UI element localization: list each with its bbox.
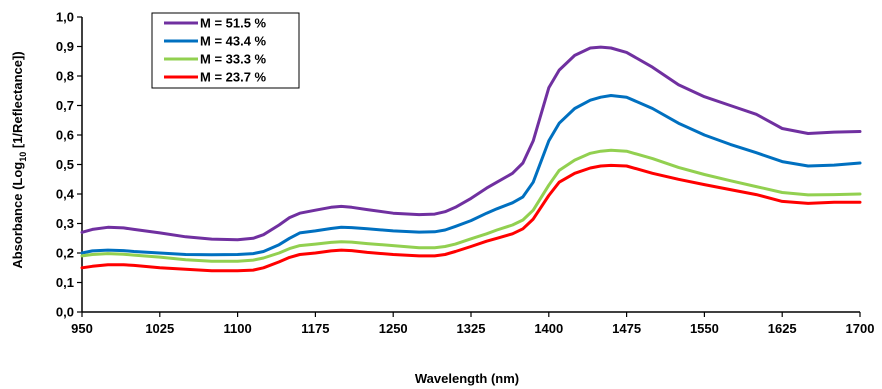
x-tick-label: 1100: [223, 321, 251, 336]
y-tick-label: 0,7: [56, 98, 74, 113]
legend-items: M = 51.5 % M = 43.4 % M = 33.3 % M = 23.7 %: [164, 16, 267, 85]
x-tick-label: 1700: [846, 321, 875, 336]
series-lines: [80, 45, 862, 273]
y-axis-title: Absorbance (Log10 [1/Reflectance]): [10, 51, 28, 268]
x-tick-label: 950: [71, 321, 93, 336]
y-tick-label: 1,0: [56, 10, 74, 25]
legend-label-1: M = 51.5 %: [200, 16, 267, 31]
y-tick-label: 0,1: [56, 275, 74, 290]
legend-label-2: M = 43.4 %: [200, 34, 267, 49]
y-tick-label: 0,8: [56, 69, 74, 84]
y-tick-label: 0,0: [56, 305, 74, 320]
y-tick-label: 0,4: [56, 187, 75, 202]
y-tick-label: 0,6: [56, 128, 74, 143]
x-ticks: 950 1025 1100 1175 1250 1325 1400 1475 1550 1625 1…: [71, 312, 874, 336]
y-tick-label: 0,5: [56, 157, 74, 172]
legend-label-4: M = 23.7 %: [200, 70, 267, 85]
x-tick-label: 1400: [534, 321, 563, 336]
x-tick-label: 1025: [145, 321, 174, 336]
y-tick-label: 0,2: [56, 246, 74, 261]
series-line-2: [80, 94, 862, 257]
x-tick-label: 1550: [690, 321, 719, 336]
y-tick-label: 0,3: [56, 216, 74, 231]
x-tick-label: 1250: [379, 321, 408, 336]
x-tick-label: 1325: [457, 321, 486, 336]
x-tick-label: 1475: [612, 321, 641, 336]
legend-label-3: M = 33.3 %: [200, 52, 267, 67]
series-line-4: [80, 163, 862, 273]
series-line-1: [80, 45, 862, 242]
x-axis-title: Wavelength (nm): [415, 371, 519, 386]
y-ticks: 0,0 0,1 0,2 0,3 0,4 0,5 0,6 0,7 0,8 0,9 1,0: [56, 10, 82, 320]
x-tick-label: 1625: [768, 321, 797, 336]
y-tick-label: 0,9: [56, 39, 74, 54]
legend: M = 51.5 % M = 43.4 % M = 33.3 % M = 23.7 %: [151, 12, 300, 89]
series-line-3: [80, 148, 862, 263]
y-axis-title-subscript: 10: [18, 152, 28, 162]
y-axis-title-prefix: Absorbance (Log: [10, 162, 25, 269]
x-tick-label: 1175: [301, 321, 329, 336]
y-axis-title-suffix: [1/Reflectance]): [10, 51, 25, 151]
